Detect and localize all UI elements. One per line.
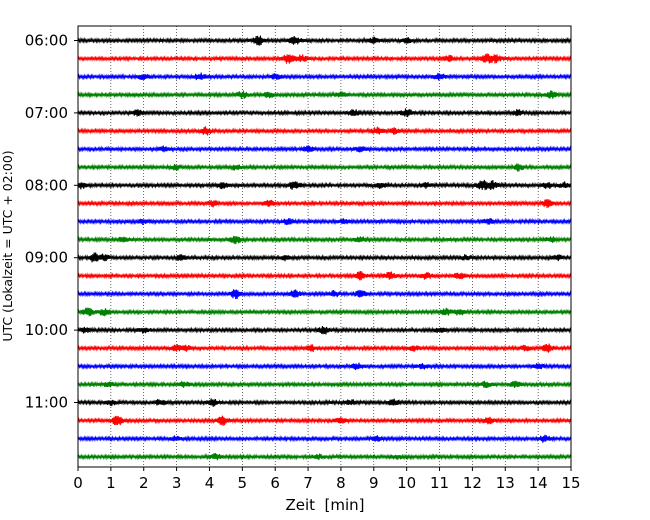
- trace-07:00: [77, 108, 572, 118]
- y-tick-label: 06:00: [25, 32, 68, 50]
- trace-11:15: [77, 415, 572, 426]
- x-tick-label: 13: [496, 474, 515, 492]
- trace-07:30: [77, 145, 572, 153]
- trace-11:45: [77, 453, 572, 461]
- trace-10:30: [77, 362, 572, 371]
- x-tick-label: 15: [561, 474, 580, 492]
- trace-08:45: [77, 235, 572, 245]
- trace-07:15: [77, 126, 572, 136]
- trace-08:30: [77, 217, 572, 226]
- trace-09:15: [77, 270, 572, 281]
- y-tick-label: 08:00: [25, 176, 68, 194]
- x-tick-label: 11: [430, 474, 449, 492]
- x-tick-label: 2: [139, 474, 149, 492]
- trace-09:30: [77, 289, 572, 300]
- trace-10:15: [77, 343, 572, 353]
- trace-06:15: [77, 53, 572, 64]
- y-tick-label: 10:00: [25, 321, 68, 339]
- trace-08:15: [77, 199, 572, 208]
- trace-07:45: [77, 163, 572, 172]
- x-tick-label: 3: [172, 474, 182, 492]
- x-tick-label: 9: [369, 474, 379, 492]
- x-tick-label: 5: [238, 474, 248, 492]
- seismogram-traces: [77, 35, 572, 461]
- x-tick-label: 14: [529, 474, 548, 492]
- x-axis: 0 1 2 3 4 5 6 7 8 9 10 11 12 13 14 15: [73, 467, 581, 492]
- trace-06:00: [77, 35, 572, 46]
- y-axis-label: UTC (Lokalzeit = UTC + 02:00): [0, 150, 15, 341]
- trace-09:00: [77, 252, 572, 263]
- x-tick-label: 4: [205, 474, 215, 492]
- y-tick-label: 11:00: [25, 394, 68, 412]
- x-tick-label: 1: [106, 474, 116, 492]
- trace-10:45: [77, 380, 572, 389]
- plot-frame: [77, 25, 572, 468]
- x-tick-label: 6: [270, 474, 280, 492]
- x-tick-label: 10: [397, 474, 416, 492]
- trace-11:00: [77, 398, 572, 407]
- trace-09:45: [77, 307, 572, 317]
- trace-11:30: [77, 434, 572, 443]
- y-tick-label: 07:00: [25, 104, 68, 122]
- x-axis-label: Zeit [min]: [285, 496, 364, 514]
- trace-08:00: [77, 179, 572, 191]
- trace-06:45: [77, 90, 572, 99]
- x-tick-label: 7: [303, 474, 313, 492]
- y-tick-label: 09:00: [25, 249, 68, 267]
- trace-06:30: [77, 72, 572, 81]
- x-tick-label: 12: [463, 474, 482, 492]
- x-tick-label: 0: [73, 474, 83, 492]
- trace-10:00: [77, 326, 572, 335]
- y-axis: 06:00 07:00 08:00 09:00 10:00 11:00: [25, 32, 78, 412]
- x-tick-label: 8: [336, 474, 346, 492]
